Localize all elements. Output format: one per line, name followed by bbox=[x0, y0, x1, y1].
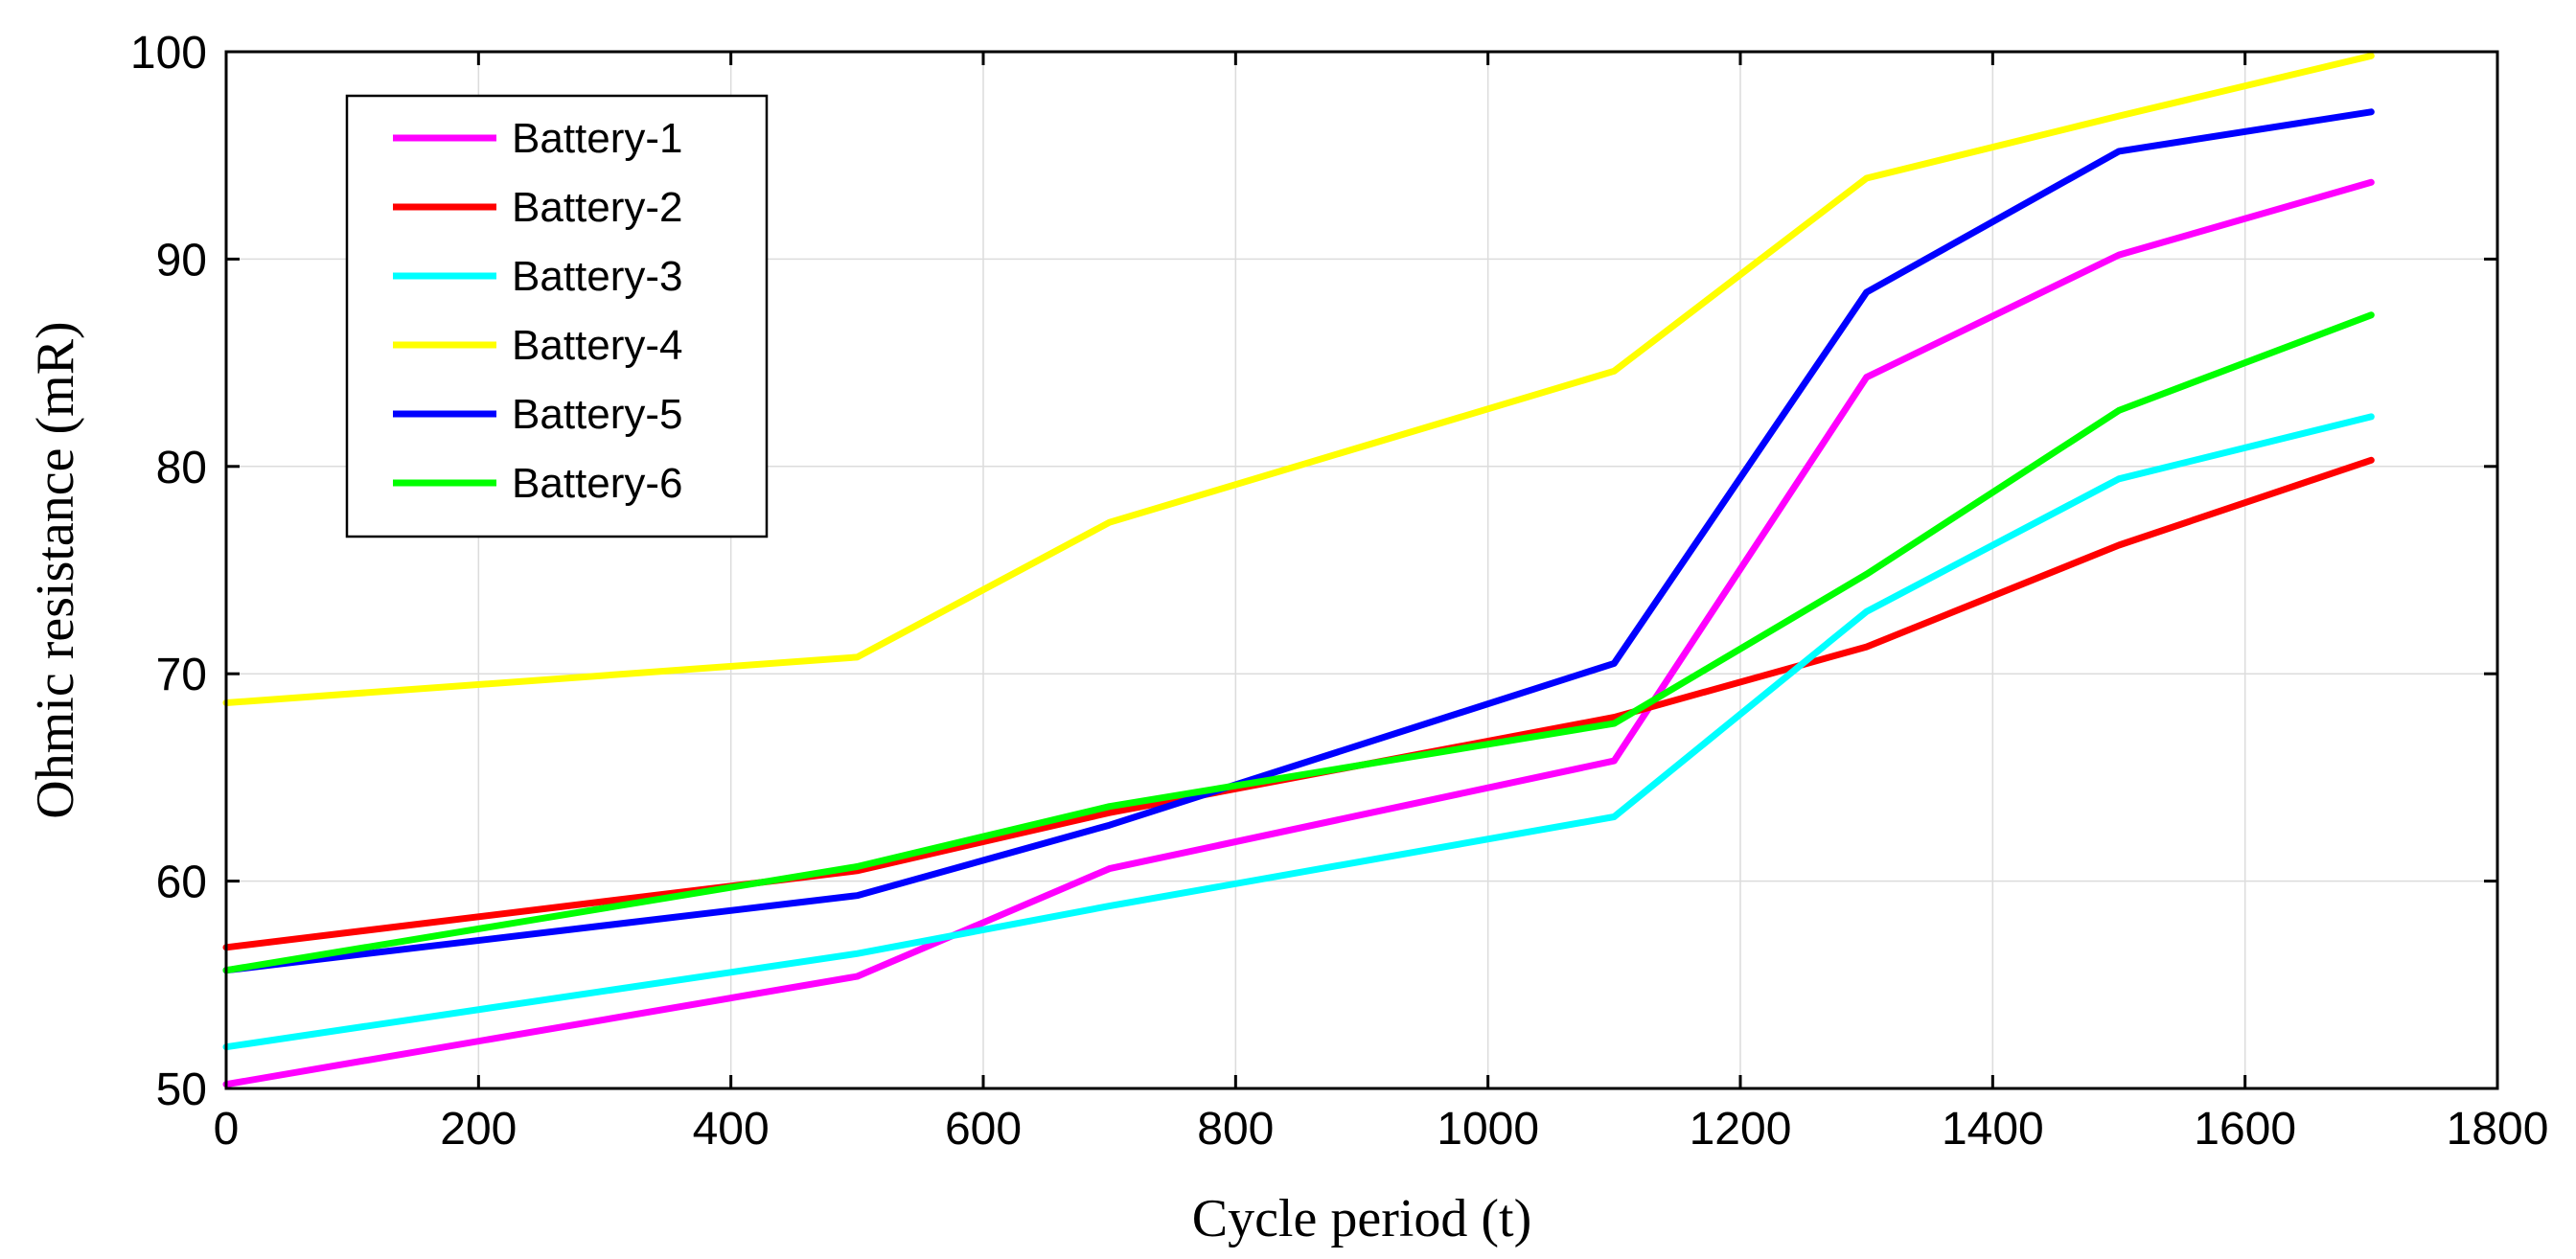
series-line-battery-3 bbox=[222, 413, 2375, 1051]
series-line-battery-1 bbox=[222, 178, 2375, 1088]
x-tick-label: 1200 bbox=[1690, 1104, 1792, 1155]
x-tick-label: 200 bbox=[440, 1104, 517, 1155]
plot-area-frame bbox=[224, 50, 2499, 1090]
x-tick-label: 1400 bbox=[1942, 1104, 2044, 1155]
x-tick-label: 800 bbox=[1197, 1104, 1274, 1155]
legend-label-battery-6: Battery-6 bbox=[512, 460, 683, 507]
y-tick-label: 90 bbox=[156, 235, 207, 286]
legend-label-battery-1: Battery-1 bbox=[512, 115, 683, 162]
y-tick-label: 80 bbox=[156, 443, 207, 493]
x-tick-label: 400 bbox=[693, 1104, 770, 1155]
y-tick-label: 100 bbox=[130, 28, 207, 79]
x-tick-label: 1600 bbox=[2194, 1104, 2296, 1155]
x-tick-label: 1800 bbox=[2447, 1104, 2549, 1155]
legend-label-battery-3: Battery-3 bbox=[512, 253, 683, 300]
x-tick-label: 1000 bbox=[1437, 1104, 1539, 1155]
x-tick-label: 600 bbox=[945, 1104, 1022, 1155]
x-tick-label: 0 bbox=[214, 1104, 240, 1155]
x-axis-title: Cycle period (t) bbox=[1192, 1189, 1532, 1248]
y-tick-label: 50 bbox=[156, 1064, 207, 1115]
y-axis-title: Ohmic resistance (mR) bbox=[26, 321, 85, 818]
series-line-battery-4 bbox=[222, 52, 2375, 706]
y-tick-label: 70 bbox=[156, 650, 207, 700]
legend-label-battery-4: Battery-4 bbox=[512, 322, 683, 369]
series-line-battery-6 bbox=[222, 311, 2375, 974]
legend: Battery-1 Battery-2 Battery-3 Battery-4 Batt… bbox=[345, 94, 769, 538]
y-tick-label: 60 bbox=[156, 858, 207, 908]
series-lines bbox=[222, 52, 2375, 1088]
legend-label-battery-2: Battery-2 bbox=[512, 184, 683, 231]
series-line-battery-5 bbox=[222, 108, 2375, 974]
series-line-battery-2 bbox=[222, 456, 2375, 951]
legend-label-battery-5: Battery-5 bbox=[512, 391, 683, 438]
legend-box bbox=[345, 94, 769, 538]
axis-ticks: 0 200 400 600 800 1000 1200 1400 1600 1800 50 60 70 8… bbox=[130, 28, 2548, 1155]
